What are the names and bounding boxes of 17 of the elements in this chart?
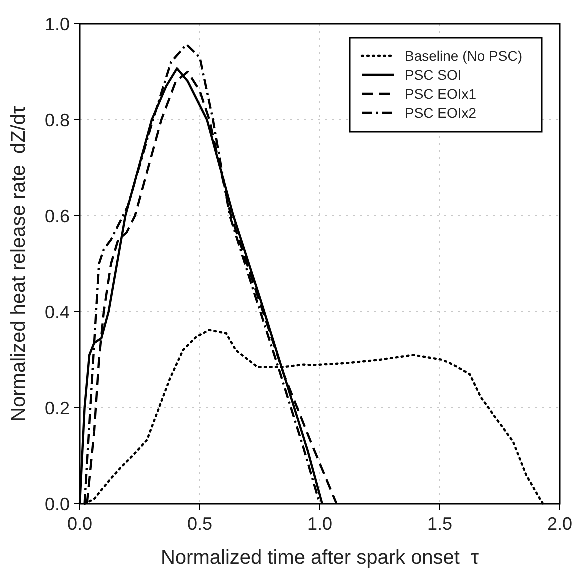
- x-tick-label: 1.5: [427, 514, 453, 534]
- y-tick-label: 0.6: [44, 206, 70, 226]
- legend-label: PSC EOIx1: [405, 86, 477, 102]
- y-tick-label: 1.0: [44, 14, 70, 34]
- x-axis-title: Normalized time after spark onset τ: [160, 547, 480, 569]
- x-tick-label: 2.0: [547, 514, 573, 534]
- legend-label: PSC SOI: [405, 66, 462, 83]
- x-tick-label: 1.0: [307, 514, 333, 534]
- y-tick-label: 0.2: [44, 398, 70, 418]
- x-tick-label: 0.0: [67, 514, 93, 534]
- legend-label: PSC EOIx2: [405, 104, 477, 121]
- y-tick-label: 0.4: [44, 302, 70, 322]
- legend-label: Baseline (No PSC): [405, 48, 522, 64]
- x-tick-label: 0.5: [187, 514, 213, 534]
- y-tick-label: 0.0: [44, 494, 70, 514]
- y-tick-label: 0.8: [44, 110, 70, 130]
- y-axis-title: Normalized heat release rate dZ/dτ: [8, 106, 30, 422]
